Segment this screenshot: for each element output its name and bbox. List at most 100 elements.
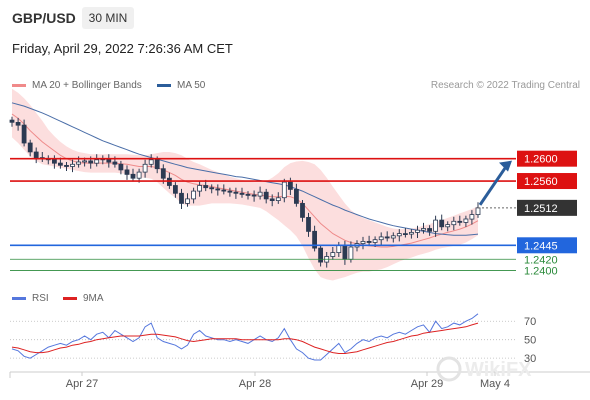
candle-body <box>300 202 305 218</box>
target-arrow-head <box>499 160 512 172</box>
candle-body <box>94 159 100 164</box>
candle-body <box>402 233 408 236</box>
rsi-level-label: 30 <box>524 353 536 365</box>
currency-pair-title: GBP/USD <box>12 10 76 26</box>
legend-label-rsi-ma: 9MA <box>83 293 104 304</box>
resistance-label-box <box>517 150 577 167</box>
timeframe-badge[interactable]: 30 MIN <box>82 7 134 29</box>
candle-body <box>293 188 299 204</box>
candle-body <box>209 187 215 190</box>
candle-body <box>408 231 414 235</box>
candle-body <box>415 229 420 233</box>
candle-body <box>281 181 287 199</box>
legend-rsi: RSI <box>12 293 49 304</box>
candle-body <box>82 160 87 163</box>
candle-body <box>421 228 426 231</box>
candle-body <box>287 181 293 190</box>
candle-body <box>203 185 209 189</box>
candle-body <box>148 159 154 165</box>
legend-bollinger: MA 20 + Bollinger Bands <box>12 80 142 91</box>
rsi-ma-line <box>11 322 479 354</box>
candle-body <box>251 194 257 197</box>
bollinger-band <box>12 88 478 281</box>
candle-body <box>275 197 281 202</box>
candle-body <box>52 159 57 164</box>
candle-body <box>372 239 378 243</box>
resistance-label: 1.2560 <box>524 176 558 188</box>
support-label: 1.2400 <box>524 265 558 277</box>
candle-body <box>306 216 311 232</box>
legend-label-ma20: MA 20 + Bollinger Bands <box>32 80 142 91</box>
x-tick-label: Apr 29 <box>411 378 443 390</box>
candle-body <box>179 192 184 204</box>
candle-body <box>348 246 354 260</box>
candle-body <box>9 119 15 123</box>
candle-body <box>88 160 94 164</box>
candle-body <box>58 162 63 166</box>
candle-body <box>142 163 148 173</box>
candle-body <box>263 191 269 200</box>
candle-body <box>378 236 384 241</box>
candle-body <box>445 224 451 228</box>
candle-body <box>166 177 172 186</box>
chart-timestamp: Friday, April 29, 2022 7:26:36 AM CET <box>12 41 233 56</box>
candle-body <box>463 218 469 223</box>
candle-body <box>21 124 27 144</box>
legend-swatch-ma50 <box>157 84 171 87</box>
candle-body <box>118 163 124 171</box>
current-price-box <box>517 199 577 216</box>
watermark-logo-icon <box>436 356 462 382</box>
rsi-level-label: 50 <box>524 335 536 347</box>
candle-body <box>112 161 118 165</box>
candle-body <box>457 220 463 223</box>
candle-body <box>239 192 245 195</box>
candle-body <box>469 214 475 220</box>
candle-body <box>221 189 227 192</box>
legend-swatch-rsi-ma <box>63 297 77 300</box>
candle-body <box>342 244 348 260</box>
candle-body <box>384 236 390 239</box>
candle-body <box>70 163 75 167</box>
x-tick-label: Apr 28 <box>239 378 271 390</box>
candle-body <box>185 198 190 204</box>
candle-body <box>136 171 142 179</box>
candle-body <box>27 142 33 153</box>
candle-body <box>233 191 239 194</box>
legend-label-rsi: RSI <box>32 293 49 304</box>
candle-body <box>366 240 372 243</box>
candle-body <box>172 185 178 194</box>
support-label-box <box>517 237 577 254</box>
candle-body <box>269 198 275 201</box>
support-label: 1.2445 <box>524 240 558 252</box>
watermark-text: WikiFX <box>465 359 532 381</box>
candle-body <box>427 228 433 232</box>
rsi-line <box>11 313 479 361</box>
header-bar: GBP/USD 30 MIN <box>0 0 590 35</box>
candle-body <box>76 161 81 165</box>
resistance-label: 1.2600 <box>524 154 558 166</box>
candle-body <box>227 190 233 193</box>
candle-body <box>336 244 342 254</box>
candle-body <box>318 247 324 263</box>
legend-rsi-ma: 9MA <box>63 293 104 304</box>
candle-body <box>439 219 445 228</box>
candle-body <box>312 230 318 249</box>
candle-body <box>451 220 457 226</box>
copyright-text: Research © 2022 Trading Central <box>430 80 580 91</box>
legend-swatch-ma20 <box>12 84 26 87</box>
candle-body <box>33 151 39 158</box>
ma50-line <box>11 102 479 236</box>
candle-body <box>215 188 221 191</box>
rsi-level-label: 70 <box>524 316 536 328</box>
candle-body <box>390 235 396 239</box>
candle-body <box>15 122 21 126</box>
legend-swatch-rsi <box>12 297 26 300</box>
x-tick-label: May 4 <box>480 378 510 390</box>
candle-body <box>433 219 439 232</box>
legend-label-ma50: MA 50 <box>177 80 206 91</box>
candle-body <box>330 252 336 257</box>
candle-body <box>197 185 203 192</box>
candle-body <box>360 240 366 244</box>
candle-body <box>124 169 130 175</box>
candle-body <box>475 207 481 215</box>
